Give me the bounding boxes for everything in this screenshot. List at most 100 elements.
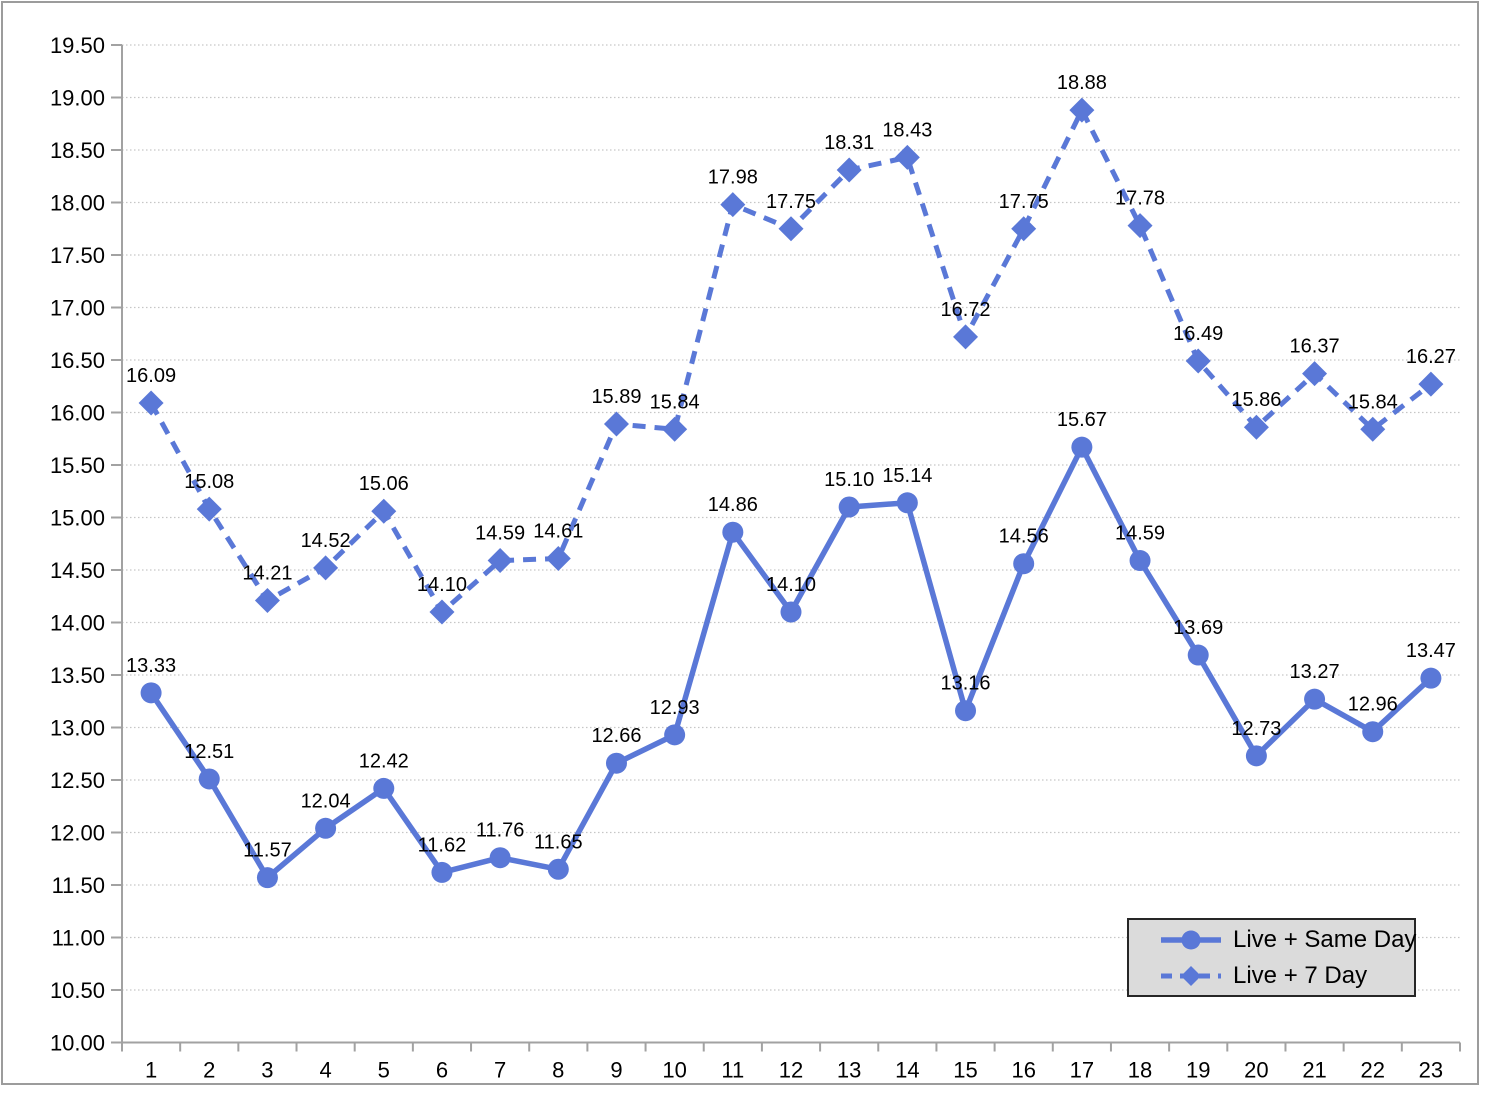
chart-legend: Live + Same Day Live + 7 Day [1127, 918, 1416, 997]
data-point-marker [722, 521, 744, 543]
data-point-marker [894, 144, 920, 170]
data-point-marker [664, 724, 686, 746]
data-point-marker [662, 416, 688, 442]
x-tick-label: 16 [1011, 1058, 1035, 1083]
x-tick-label: 9 [610, 1058, 622, 1083]
x-tick-label: 20 [1244, 1058, 1268, 1083]
legend-label-live-7-day: Live + 7 Day [1233, 961, 1368, 989]
x-tick-label: 7 [494, 1058, 506, 1083]
x-tick-label: 23 [1419, 1058, 1443, 1083]
y-tick-label: 12.00 [50, 821, 105, 846]
y-tick-label: 18.50 [50, 138, 105, 163]
data-label: 12.93 [650, 697, 700, 719]
y-tick-label: 14.50 [50, 558, 105, 583]
data-point-marker [429, 599, 455, 625]
data-point-marker [838, 496, 860, 518]
y-tick-label: 17.00 [50, 296, 105, 321]
data-label: 18.43 [882, 119, 932, 141]
x-tick-label: 13 [837, 1058, 861, 1083]
data-point-marker [254, 587, 280, 613]
series-live-same-day [140, 436, 1442, 889]
data-label: 14.59 [1115, 523, 1165, 545]
data-point-marker [315, 817, 337, 839]
data-point-marker [1302, 361, 1328, 387]
x-tick-label: 19 [1186, 1058, 1210, 1083]
x-tick-label: 3 [261, 1058, 273, 1083]
data-point-marker [1245, 745, 1267, 767]
data-point-marker [196, 496, 222, 522]
x-tick-label: 10 [662, 1058, 686, 1083]
y-tick-label: 12.50 [50, 768, 105, 793]
y-tick-label: 14.00 [50, 611, 105, 636]
data-label: 14.10 [766, 574, 816, 596]
data-point-marker [780, 601, 802, 623]
y-tick-label: 16.00 [50, 401, 105, 426]
tick-labels: 10.00 10.50 11.00 11.50 12.00 12.50 13.00 13.50… [50, 33, 1443, 1083]
x-tick-label: 4 [319, 1058, 331, 1083]
data-label: 14.61 [533, 520, 583, 542]
axes [111, 44, 1461, 1052]
data-point-marker [955, 700, 977, 722]
data-label: 15.84 [1348, 391, 1398, 413]
data-point-marker [1362, 721, 1384, 743]
data-label: 11.62 [418, 834, 467, 856]
x-tick-label: 22 [1360, 1058, 1384, 1083]
data-point-marker [1013, 553, 1035, 575]
data-label: 11.76 [476, 820, 525, 842]
data-point-marker [953, 324, 979, 350]
y-tick-label: 10.00 [50, 1031, 105, 1056]
data-point-marker [431, 861, 453, 883]
y-tick-label: 17.50 [50, 243, 105, 268]
data-label: 15.86 [1231, 389, 1281, 411]
data-label: 17.78 [1115, 188, 1165, 210]
x-tick-label: 1 [145, 1058, 157, 1083]
data-label: 12.42 [359, 750, 409, 772]
legend-item-live-same-day: Live + Same Day [1159, 924, 1417, 956]
data-label: 18.31 [824, 132, 874, 154]
y-tick-label: 19.50 [50, 33, 105, 58]
data-label: 16.49 [1173, 323, 1223, 345]
x-tick-label: 5 [378, 1058, 390, 1083]
data-label: 18.88 [1057, 72, 1107, 94]
x-tick-label: 18 [1128, 1058, 1152, 1083]
y-tick-label: 11.00 [52, 926, 105, 951]
data-label: 12.96 [1348, 694, 1398, 716]
data-label: 15.14 [882, 465, 932, 487]
y-tick-label: 13.00 [50, 716, 105, 741]
legend-dashed-line-diamond-icon [1161, 965, 1221, 986]
y-tick-label: 15.50 [50, 453, 105, 478]
data-label: 15.84 [650, 391, 700, 413]
data-label: 12.04 [301, 790, 351, 812]
data-label: 12.73 [1231, 718, 1281, 740]
x-tick-label: 6 [436, 1058, 448, 1083]
data-label: 17.98 [708, 167, 758, 189]
data-point-marker [487, 548, 513, 574]
data-point-marker [1069, 97, 1095, 123]
data-point-marker [489, 847, 511, 869]
data-labels: 13.33 12.51 11.57 12.04 12.42 11.62 11.76 11.65… [126, 72, 1456, 862]
data-point-marker [256, 867, 278, 889]
data-point-marker [1304, 688, 1326, 710]
x-tick-label: 21 [1302, 1058, 1326, 1083]
legend-label-live-same-day: Live + Same Day [1233, 925, 1417, 953]
x-tick-label: 17 [1070, 1058, 1094, 1083]
data-point-marker [140, 682, 162, 704]
data-label: 14.86 [708, 494, 758, 516]
data-label: 15.06 [359, 473, 409, 495]
data-point-marker [1011, 216, 1037, 242]
data-point-marker [1243, 414, 1269, 440]
data-label: 13.27 [1290, 661, 1340, 683]
data-point-marker [1185, 348, 1211, 374]
data-label: 14.21 [242, 562, 292, 584]
data-point-marker [836, 157, 862, 183]
x-tick-label: 11 [721, 1058, 744, 1083]
data-label: 13.16 [940, 673, 990, 695]
data-label: 16.09 [126, 365, 176, 387]
y-tick-label: 19.00 [50, 86, 105, 111]
data-point-marker [1129, 550, 1151, 572]
data-label: 16.72 [940, 299, 990, 321]
data-point-marker [1420, 667, 1442, 689]
data-point-marker [545, 545, 571, 571]
